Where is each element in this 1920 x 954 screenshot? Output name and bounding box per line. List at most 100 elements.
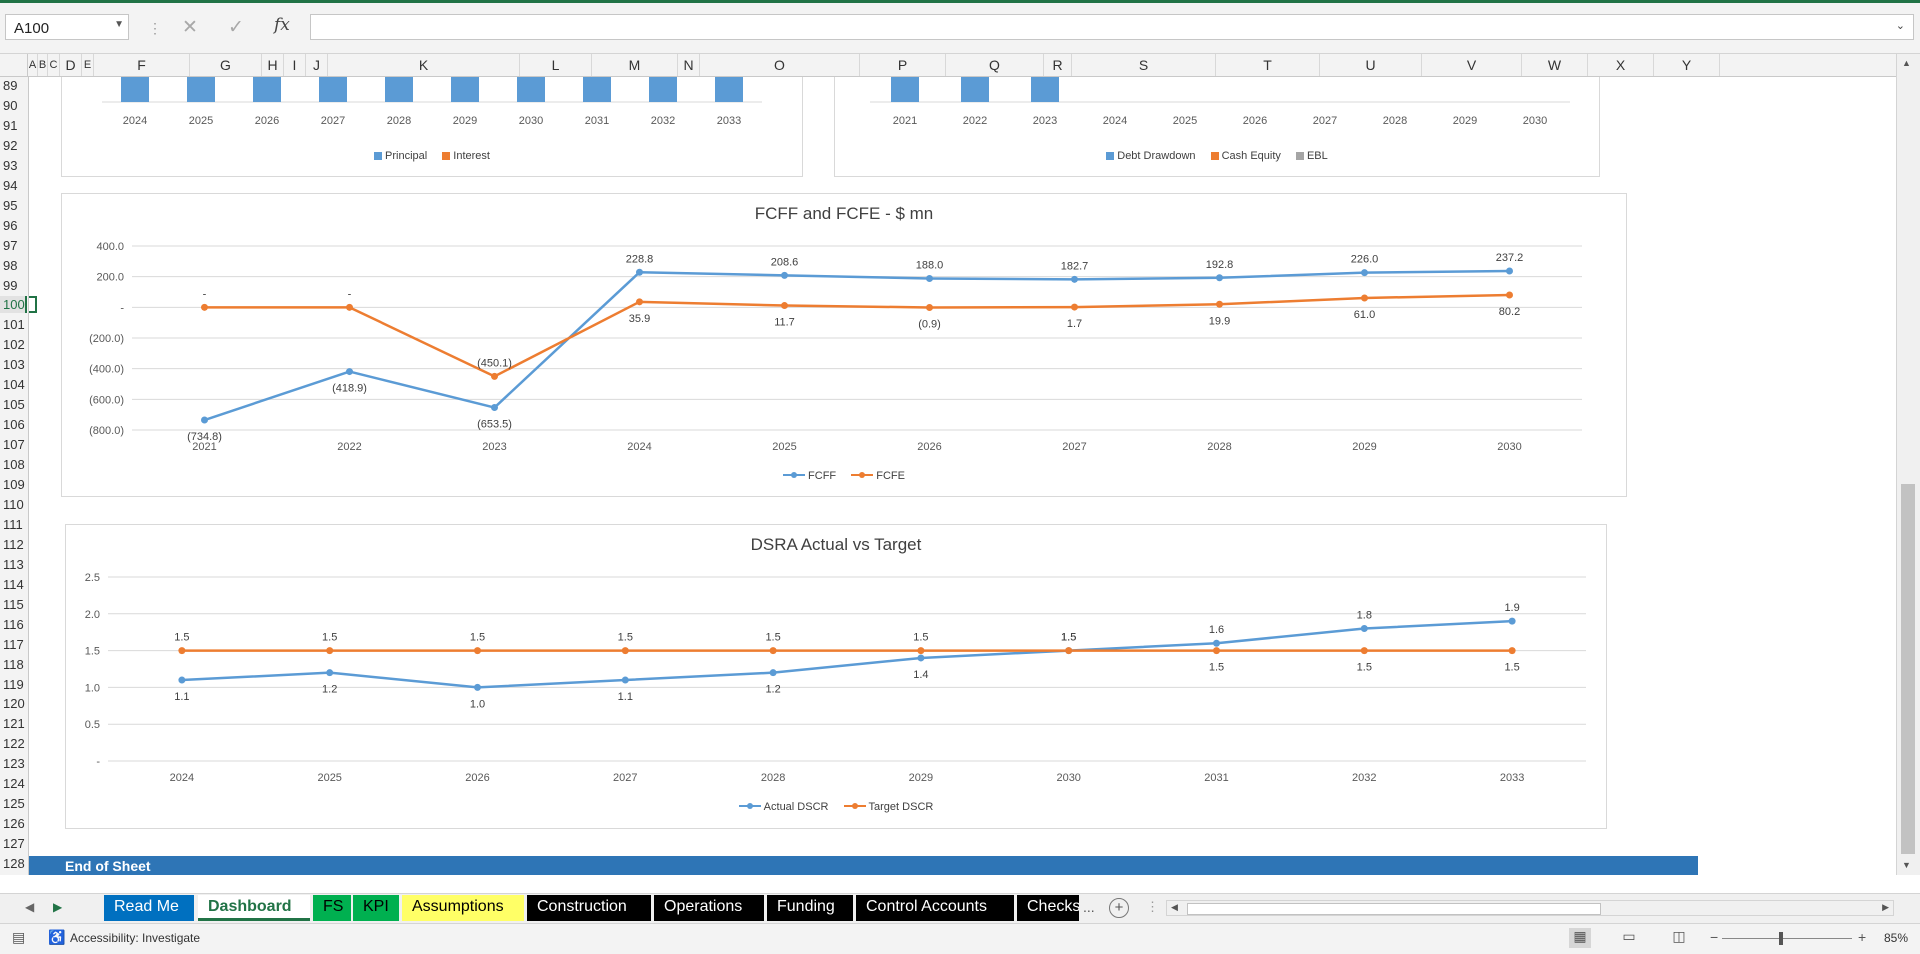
row-header-123[interactable]: 123 bbox=[3, 756, 25, 772]
zoom-slider[interactable] bbox=[1722, 938, 1852, 939]
column-header-e[interactable]: E bbox=[82, 54, 94, 76]
column-header-h[interactable]: H bbox=[262, 54, 284, 76]
column-header-w[interactable]: W bbox=[1522, 54, 1588, 76]
row-header-115[interactable]: 115 bbox=[3, 596, 24, 612]
column-header-u[interactable]: U bbox=[1320, 54, 1422, 76]
zoom-slider-thumb[interactable] bbox=[1779, 932, 1783, 945]
row-header-103[interactable]: 103 bbox=[3, 357, 25, 373]
row-header-112[interactable]: 112 bbox=[3, 536, 24, 552]
row-header-119[interactable]: 119 bbox=[3, 676, 24, 692]
tab-next-icon[interactable]: ▶ bbox=[53, 900, 63, 914]
column-header-m[interactable]: M bbox=[592, 54, 678, 76]
tab-kpi[interactable]: KPI bbox=[353, 895, 399, 921]
tab-checks[interactable]: Checks bbox=[1017, 895, 1079, 921]
tab-read-me[interactable]: Read Me bbox=[104, 895, 194, 921]
tab-funding[interactable]: Funding bbox=[767, 895, 853, 921]
zoom-out-button[interactable]: − bbox=[1710, 929, 1719, 945]
row-header-125[interactable]: 125 bbox=[3, 796, 25, 812]
cancel-icon[interactable]: ✕ bbox=[182, 17, 198, 38]
row-header-104[interactable]: 104 bbox=[3, 377, 25, 393]
row-header-122[interactable]: 122 bbox=[3, 736, 25, 752]
page-layout-view-icon[interactable]: ▭ bbox=[1622, 928, 1636, 944]
column-header-t[interactable]: T bbox=[1216, 54, 1320, 76]
dsra-chart[interactable]: DSRA Actual vs Target 2.5 2.0 1.5 1.0 0.5 - 20… bbox=[65, 524, 1607, 829]
row-header-90[interactable]: 90 bbox=[3, 97, 18, 113]
column-header-x[interactable]: X bbox=[1588, 54, 1654, 76]
tab-dashboard[interactable]: Dashboard bbox=[198, 895, 310, 921]
row-header-114[interactable]: 114 bbox=[3, 576, 24, 592]
row-header-93[interactable]: 93 bbox=[3, 157, 18, 173]
row-header-98[interactable]: 98 bbox=[3, 257, 18, 273]
row-header-106[interactable]: 106 bbox=[3, 417, 25, 433]
row-header-121[interactable]: 121 bbox=[3, 716, 25, 732]
more-tabs-button[interactable]: ... bbox=[1083, 899, 1095, 915]
column-header-l[interactable]: L bbox=[520, 54, 592, 76]
tab-construction[interactable]: Construction bbox=[527, 895, 651, 921]
row-header-102[interactable]: 102 bbox=[3, 337, 25, 353]
row-header-127[interactable]: 127 bbox=[3, 836, 25, 852]
row-header-111[interactable]: 111 bbox=[3, 516, 23, 532]
column-header-p[interactable]: P bbox=[860, 54, 946, 76]
column-header-g[interactable]: G bbox=[190, 54, 262, 76]
column-header-f[interactable]: F bbox=[94, 54, 190, 76]
accessibility-icon[interactable]: ♿ bbox=[48, 929, 66, 945]
row-header-124[interactable]: 124 bbox=[3, 776, 25, 792]
accessibility-status[interactable]: Accessibility: Investigate bbox=[70, 931, 201, 945]
splitter-icon[interactable]: ⋮ bbox=[1146, 899, 1159, 914]
page-break-view-icon[interactable]: ◫ bbox=[1672, 928, 1686, 944]
horizontal-scrollbar[interactable]: ◀ ▶ bbox=[1166, 900, 1894, 916]
row-header-120[interactable]: 120 bbox=[3, 696, 25, 712]
tab-fs[interactable]: FS bbox=[313, 895, 351, 921]
row-header-95[interactable]: 95 bbox=[3, 197, 18, 213]
row-header-105[interactable]: 105 bbox=[3, 397, 25, 413]
enter-icon[interactable]: ✓ bbox=[228, 17, 244, 38]
tab-operations[interactable]: Operations bbox=[654, 895, 764, 921]
row-header-117[interactable]: 117 bbox=[3, 636, 24, 652]
add-sheet-button[interactable]: + bbox=[1109, 898, 1129, 918]
row-header-107[interactable]: 107 bbox=[3, 437, 25, 453]
row-header-99[interactable]: 99 bbox=[3, 277, 18, 293]
column-header-d[interactable]: D bbox=[60, 54, 82, 76]
row-header-100[interactable]: 100 bbox=[0, 296, 27, 314]
row-header-101[interactable]: 101 bbox=[3, 317, 25, 333]
scroll-down-icon[interactable]: ▼ bbox=[1902, 860, 1911, 870]
select-all-corner[interactable] bbox=[0, 54, 28, 76]
insert-function-icon[interactable]: fx bbox=[274, 15, 290, 35]
column-header-b[interactable]: B bbox=[38, 54, 48, 76]
column-header-j[interactable]: J bbox=[306, 54, 328, 76]
column-header-v[interactable]: V bbox=[1422, 54, 1522, 76]
column-header-s[interactable]: S bbox=[1072, 54, 1216, 76]
row-header-91[interactable]: 91 bbox=[3, 117, 18, 133]
normal-view-icon[interactable]: ▦ bbox=[1569, 928, 1591, 948]
scroll-right-icon[interactable]: ▶ bbox=[1882, 902, 1889, 912]
row-header-113[interactable]: 113 bbox=[3, 556, 24, 572]
scroll-up-icon[interactable]: ▲ bbox=[1902, 58, 1911, 68]
chevron-down-icon[interactable]: ▼ bbox=[114, 19, 124, 30]
row-header-118[interactable]: 118 bbox=[3, 656, 24, 672]
vertical-scroll-thumb[interactable] bbox=[1901, 484, 1915, 854]
column-header-q[interactable]: Q bbox=[946, 54, 1044, 76]
tab-control-accounts[interactable]: Control Accounts bbox=[856, 895, 1014, 921]
zoom-level[interactable]: 85% bbox=[1884, 931, 1909, 945]
column-header-k[interactable]: K bbox=[328, 54, 520, 76]
column-header-n[interactable]: N bbox=[678, 54, 700, 76]
row-header-96[interactable]: 96 bbox=[3, 217, 18, 233]
row-header-116[interactable]: 116 bbox=[3, 616, 24, 632]
column-header-c[interactable]: C bbox=[48, 54, 60, 76]
tab-prev-icon[interactable]: ◀ bbox=[25, 900, 35, 914]
row-header-92[interactable]: 92 bbox=[3, 137, 18, 153]
scroll-left-icon[interactable]: ◀ bbox=[1171, 902, 1178, 912]
row-header-128[interactable]: 128 bbox=[3, 856, 25, 872]
repayment-chart[interactable]: 2024 2025 2026 2027 2028 2029 2030 2031 2032 2033… bbox=[61, 77, 803, 177]
name-box[interactable]: A100 ▼ bbox=[5, 14, 129, 40]
column-header-i[interactable]: I bbox=[284, 54, 306, 76]
horizontal-scroll-thumb[interactable] bbox=[1187, 903, 1601, 915]
sheet-grid[interactable]: 2024 2025 2026 2027 2028 2029 2030 2031 2032 2033… bbox=[29, 77, 1896, 875]
row-header-94[interactable]: 94 bbox=[3, 177, 18, 193]
row-header-126[interactable]: 126 bbox=[3, 816, 25, 832]
formula-input[interactable]: ⌄ bbox=[310, 14, 1914, 40]
fcff-fcfe-chart[interactable]: FCFF and FCFE - $ mn 400.0 200.0 - (200.0) (… bbox=[61, 193, 1627, 497]
tab-assumptions[interactable]: Assumptions bbox=[402, 895, 524, 921]
row-header-89[interactable]: 89 bbox=[3, 78, 18, 93]
column-header-a[interactable]: A bbox=[28, 54, 38, 76]
